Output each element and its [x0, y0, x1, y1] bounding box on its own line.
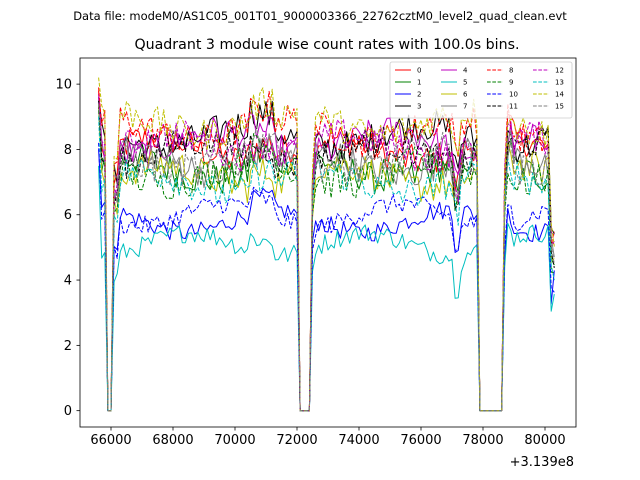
legend-label-11: 11: [509, 103, 518, 111]
series-line-15: [98, 103, 555, 412]
y-tick-label: 2: [64, 339, 72, 354]
legend-label-2: 2: [417, 91, 421, 99]
series-line-11: [98, 100, 555, 412]
chart-title: Quadrant 3 module wise count rates with …: [134, 37, 519, 53]
y-tick-label: 8: [64, 143, 72, 158]
x-tick-label: 74000: [338, 433, 379, 448]
x-tick-label: 66000: [90, 433, 131, 448]
legend-label-6: 6: [463, 91, 468, 99]
series-line-0: [98, 90, 555, 412]
y-tick-label: 4: [64, 274, 72, 289]
series-line-5: [98, 165, 555, 412]
legend-label-9: 9: [509, 79, 513, 87]
legend-label-0: 0: [417, 67, 421, 75]
y-tick-label: 10: [55, 78, 72, 93]
legend-label-12: 12: [555, 67, 564, 75]
series-layer: [98, 77, 555, 412]
x-tick-label: 68000: [152, 433, 193, 448]
legend-label-14: 14: [555, 91, 564, 99]
legend-label-3: 3: [417, 103, 421, 111]
x-tick-label: 80000: [524, 433, 565, 448]
x-tick-label: 78000: [462, 433, 503, 448]
x-tick-label: 72000: [276, 433, 317, 448]
series-line-2: [98, 149, 555, 412]
y-tick-label: 0: [64, 404, 72, 419]
x-tick-label: 70000: [214, 433, 255, 448]
plot-frame: [79, 57, 577, 428]
x-offset-label: +3.139e8: [510, 455, 574, 470]
legend-label-7: 7: [463, 103, 467, 111]
legend-label-10: 10: [509, 91, 518, 99]
legend-label-1: 1: [417, 79, 421, 87]
legend-label-5: 5: [463, 79, 467, 87]
y-tick-label: 6: [64, 208, 72, 223]
figure-suptitle: Data file: modeM0/AS1C05_001T01_90000033…: [73, 9, 567, 23]
x-tick-label: 76000: [400, 433, 441, 448]
axes: 66000 68000 70000 72000 74000 76000 78000 80000…: [55, 57, 577, 448]
legend-label-4: 4: [463, 67, 468, 75]
legend-label-13: 13: [555, 79, 564, 87]
legend-label-15: 15: [555, 103, 564, 111]
series-line-4: [98, 93, 555, 412]
legend-box: [389, 61, 573, 119]
legend-label-8: 8: [509, 67, 513, 75]
